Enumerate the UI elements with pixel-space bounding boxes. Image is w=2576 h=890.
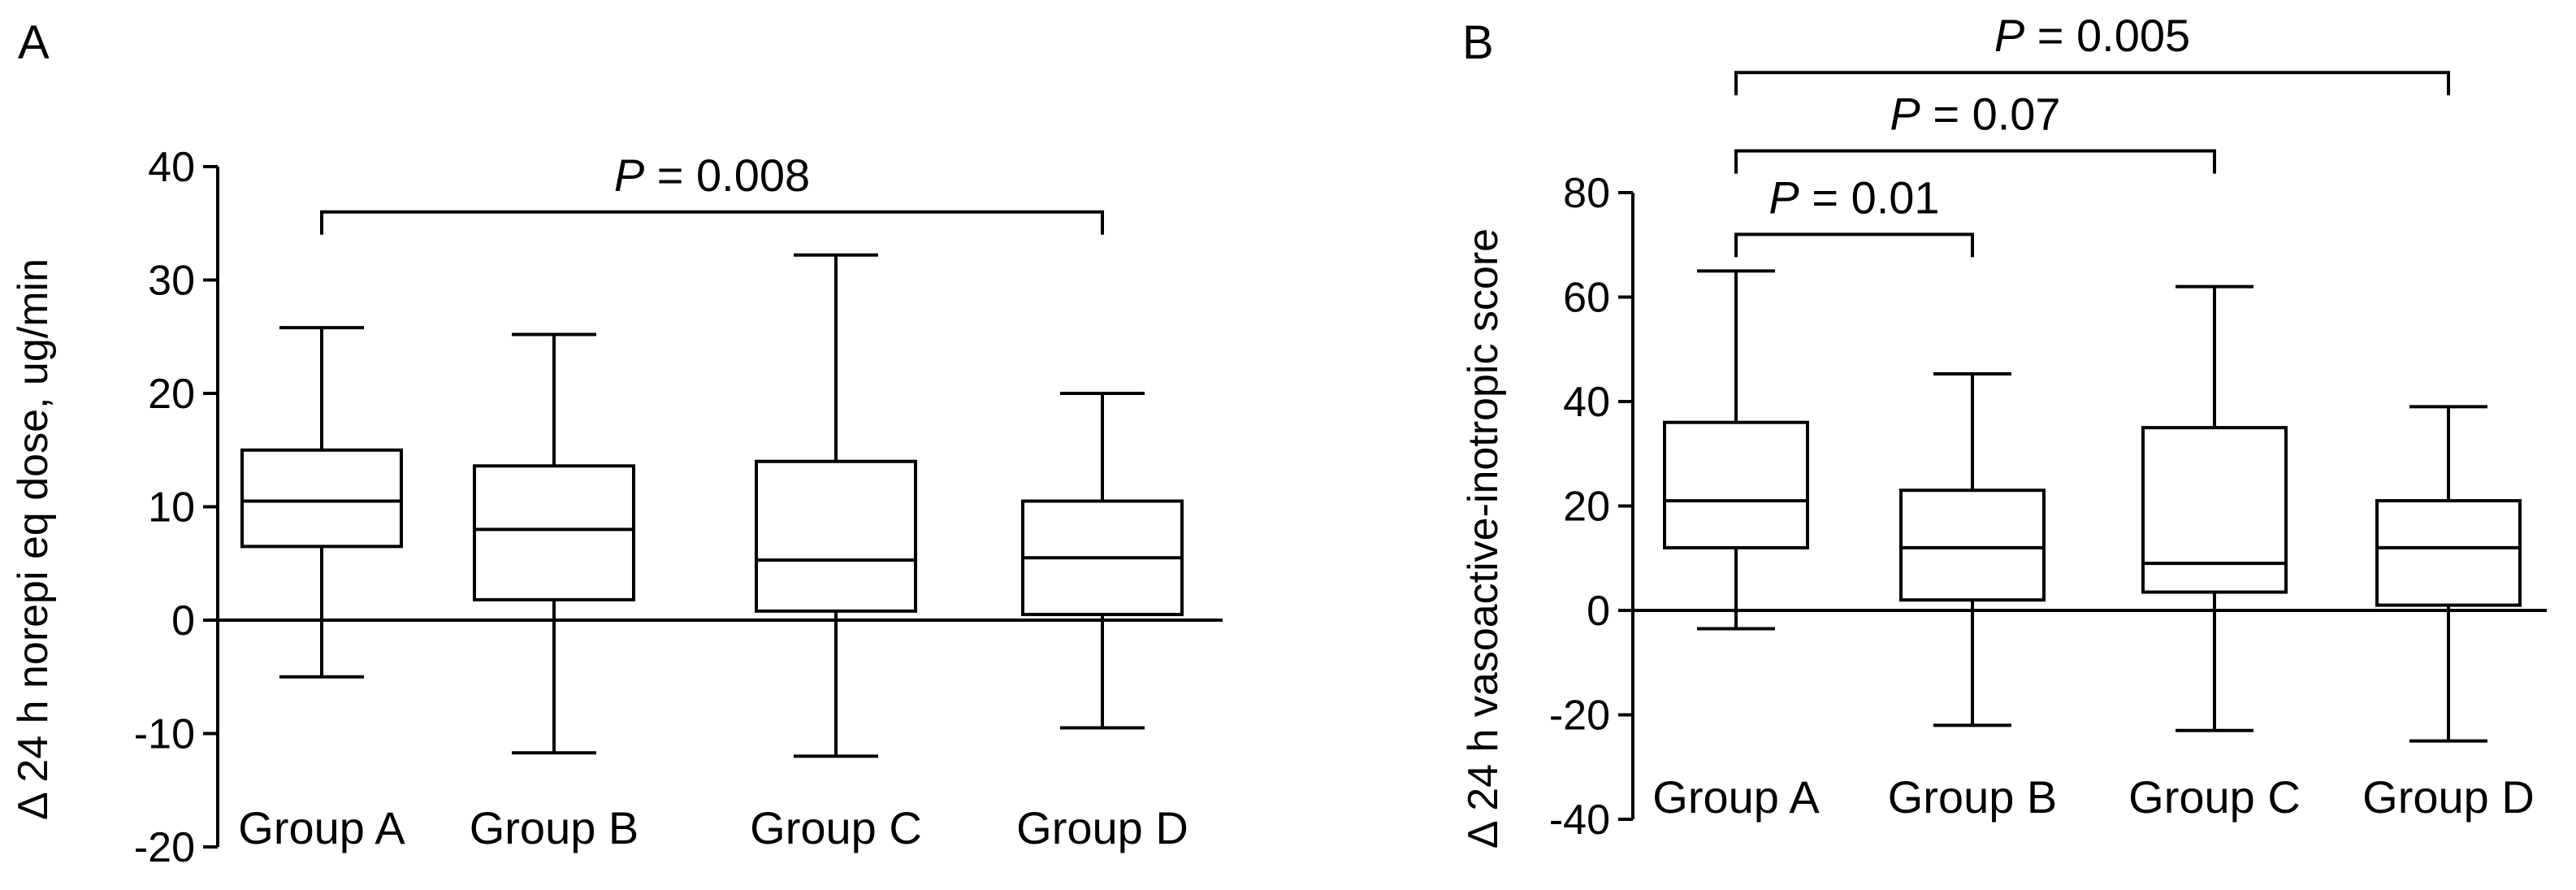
y-tick-label: -20 [1549,692,1610,740]
bracket-line [1734,149,2216,174]
box-group-d [2375,405,2522,743]
p-symbol: P [614,150,644,201]
y-tick-label: 60 [1563,275,1610,322]
box-group-c [755,253,917,758]
p-symbol: P [1994,10,2024,61]
category-label: Group A [1652,771,1820,823]
iqr-box [473,464,635,601]
bracket-line [1734,232,1974,258]
iqr-box [1663,420,1809,549]
box-group-a [240,326,403,679]
y-tick-label: 20 [148,371,195,418]
significance-bracket: P = 0.07 [1734,89,2216,174]
panel-letter: B [1462,16,1494,69]
p-value-label: P = 0.008 [614,150,810,201]
panel-a: A -20 -10 0 10 20 30 40 Δ 24 h norepi eq dose, u… [10,16,1223,871]
iqr-box [2141,426,2288,594]
box-group-b [1899,371,2046,727]
panel-b: B -40 -20 0 20 40 60 80 Δ 24 h vasoactive-inotro… [1460,10,2547,849]
iqr-box [755,459,917,613]
iqr-box [1899,488,2046,602]
category-label: Group B [470,802,639,853]
y-tick-label: 0 [171,597,195,645]
y-tick-label: 40 [1563,379,1610,426]
p-value-label: P = 0.005 [1994,10,2190,61]
y-tick-label: -10 [134,711,195,758]
category-label: Group B [1888,771,2058,823]
p-value-label: P = 0.01 [1769,171,1939,223]
y-tick-label: 10 [148,484,195,532]
y-tick-label: -40 [1549,797,1610,844]
p-symbol: P [1769,171,1799,223]
bracket-line [1734,71,2450,96]
significance-bracket: P = 0.005 [1734,10,2450,96]
box-group-b [473,332,635,755]
category-label: Group C [2128,771,2301,823]
category-label: Group C [750,802,922,853]
panel-letter: A [18,16,50,69]
y-tick-label: 40 [148,144,195,191]
y-tick-label: 80 [1563,170,1610,217]
category-label: Group A [238,802,405,853]
p-value: = 0.07 [1920,89,2061,140]
box-group-c [2141,284,2288,732]
y-tick-label: 30 [148,258,195,305]
bracket-line [320,210,1104,235]
significance-bracket: P = 0.01 [1734,171,1974,258]
significance-bracket: P = 0.008 [320,150,1104,235]
iqr-box [2375,499,2522,607]
y-axis-title: Δ 24 h vasoactive-inotropic score [1460,228,1507,849]
category-label: Group D [2362,771,2535,823]
y-axis-title: Δ 24 h norepi eq dose, ug/min [10,258,57,820]
category-label: Group D [1016,802,1188,853]
p-value: = 0.008 [644,150,810,201]
iqr-box [240,448,403,549]
box-group-a [1663,269,1809,631]
p-symbol: P [1890,89,1920,140]
y-tick-label: 0 [1587,588,1610,635]
p-value: = 0.01 [1799,171,1940,223]
box-group-d [1021,392,1184,730]
y-tick-label: -20 [134,824,195,871]
p-value-label: P = 0.07 [1890,89,2060,140]
y-tick-label: 20 [1563,484,1610,531]
p-value: = 0.005 [2024,10,2190,61]
